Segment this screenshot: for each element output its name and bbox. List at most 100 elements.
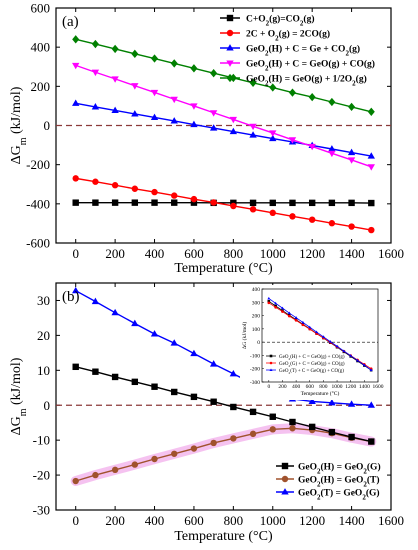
- a-series-4-point: [111, 44, 119, 54]
- inset-x-tick-label: 800: [319, 384, 328, 390]
- a-y-tick-label: 0: [44, 118, 51, 133]
- a-series-4-point: [288, 88, 296, 97]
- inset-legend-swatch-marker: [269, 361, 273, 365]
- b-legend-label: GeO2(T) = GeO2(G): [298, 488, 380, 502]
- b-x-tick-label: 1400: [339, 513, 365, 528]
- a-series-1-point: [171, 192, 178, 199]
- b-series-0-point: [308, 423, 316, 431]
- b-series-2-point: [229, 369, 238, 377]
- b-series-2-point: [131, 319, 139, 327]
- inset-x-tick-label: 400: [292, 384, 301, 390]
- a-series-3-point: [229, 116, 238, 124]
- a-series-0-point: [368, 199, 375, 207]
- inset-series-2-point: [301, 320, 305, 324]
- inset-series-2-point: [342, 349, 346, 353]
- a-y-tick-label: -400: [26, 196, 50, 211]
- a-series-3-point: [170, 96, 178, 104]
- inset-x-tick-label: 0: [267, 384, 270, 390]
- inset-series-2-point: [321, 335, 325, 338]
- b-series-1-line: [75, 427, 372, 482]
- a-legend-label: GeO2(H) + C = GeO(g) + CO(g): [246, 59, 375, 73]
- inset-series-2-point: [294, 316, 298, 319]
- a-series-3-point: [347, 157, 356, 164]
- a-series-2-point: [269, 134, 277, 142]
- inset-series-1-point: [294, 319, 298, 322]
- b-series-0-point: [249, 408, 257, 416]
- inset-x-tick-label: 600: [306, 384, 315, 390]
- inset-series-1-point: [301, 323, 305, 327]
- b-series-2-point: [328, 398, 336, 406]
- a-series-1-point: [348, 223, 355, 230]
- panel-b: 0 200 400 600 800 1000 1200 1400 1600-30-20-1001…: [9, 282, 404, 544]
- inset-legend-label: GeO2(G) + C = GeO(g) + CO(g): [279, 362, 345, 368]
- inset-x-axis-label: Temperature (°C): [301, 390, 340, 397]
- b-series-2-point: [111, 308, 119, 316]
- b-series-0-point: [269, 413, 276, 420]
- a-y-axis-label: ΔGm (kJ/mol): [9, 86, 29, 164]
- b-series-1-point: [230, 435, 237, 442]
- a-series-2-point: [91, 103, 100, 110]
- inset-x-tick-label: 1400: [359, 384, 370, 390]
- a-y-tick-label: 600: [31, 1, 51, 16]
- b-series-0-point: [348, 433, 355, 441]
- inset-y-tick-label: 100: [252, 327, 261, 333]
- a-series-1-line: [75, 177, 372, 231]
- b-x-tick-label: 0: [72, 513, 79, 528]
- b-series-2-point: [72, 286, 80, 294]
- inset-y-tick-label: 200: [252, 314, 261, 320]
- a-legend-label: GeO2(H) + C = Ge + CO2(g): [246, 44, 360, 58]
- a-series-4-point: [72, 35, 80, 44]
- b-series-0-point: [151, 383, 158, 390]
- inset-series-2-point: [349, 354, 353, 357]
- a-series-0-point: [328, 199, 336, 207]
- a-series-0-point: [131, 199, 139, 206]
- a-series-1-point: [190, 195, 198, 203]
- b-series-1-point: [249, 430, 257, 438]
- a-series-3-point: [367, 164, 375, 171]
- a-series-2-point: [367, 152, 375, 159]
- inset-y-tick-label: -300: [250, 380, 260, 386]
- inset-y-tick-label: -100: [250, 353, 260, 359]
- a-x-axis-label: Temperature (°C): [174, 261, 273, 276]
- inset-series-1-point: [281, 310, 284, 313]
- b-x-tick-label: 1000: [260, 513, 286, 528]
- a-series-4-point: [151, 54, 159, 63]
- a-series-2-point: [249, 131, 257, 138]
- a-series-4-point: [131, 49, 139, 58]
- inset-series-1-point: [287, 314, 291, 318]
- a-legend-swatch-marker: [226, 60, 234, 67]
- b-series-0-point: [111, 373, 119, 381]
- a-series-2-point: [347, 148, 356, 156]
- b-series-1-point: [72, 477, 79, 485]
- a-series-4-point: [348, 102, 356, 112]
- a-y-tick-label: -600: [26, 236, 50, 251]
- a-series-2-point: [150, 113, 159, 121]
- a-legend-swatch-marker: [226, 14, 234, 22]
- inset-series-0-point: [267, 300, 271, 303]
- inset-series-1-point: [274, 306, 277, 309]
- b-series-2-point: [347, 400, 356, 407]
- a-series-2-point: [170, 117, 178, 124]
- b-series-2-line: [75, 290, 372, 406]
- b-y-axis-label: ΔGm (kJ/mol): [9, 357, 29, 435]
- a-series-0-point: [72, 199, 79, 206]
- b-x-axis-label: Temperature (°C): [174, 529, 273, 544]
- a-series-1-point: [249, 206, 257, 213]
- a-legend-swatch-marker: [226, 44, 234, 51]
- a-series-4-point: [170, 59, 178, 68]
- b-series-0-point: [171, 388, 178, 396]
- inset-y-axis-label: ΔG (kJ/mol): [241, 322, 248, 350]
- a-series-4-point: [249, 78, 257, 87]
- b-series-0-point: [72, 363, 79, 371]
- a-series-0-point: [190, 199, 198, 206]
- a-x-tick-label: 1600: [378, 246, 404, 261]
- inset-series-2-point: [335, 344, 339, 348]
- b-x-tick-label: 1200: [299, 513, 325, 528]
- a-series-3-point: [249, 123, 257, 131]
- a-series-3-point: [91, 69, 100, 77]
- b-series-2-point: [367, 401, 375, 408]
- b-series-2-point: [190, 349, 198, 357]
- b-legend-label: GeO2(H) = GeO2(T): [298, 475, 380, 489]
- b-series-0-point: [190, 393, 198, 401]
